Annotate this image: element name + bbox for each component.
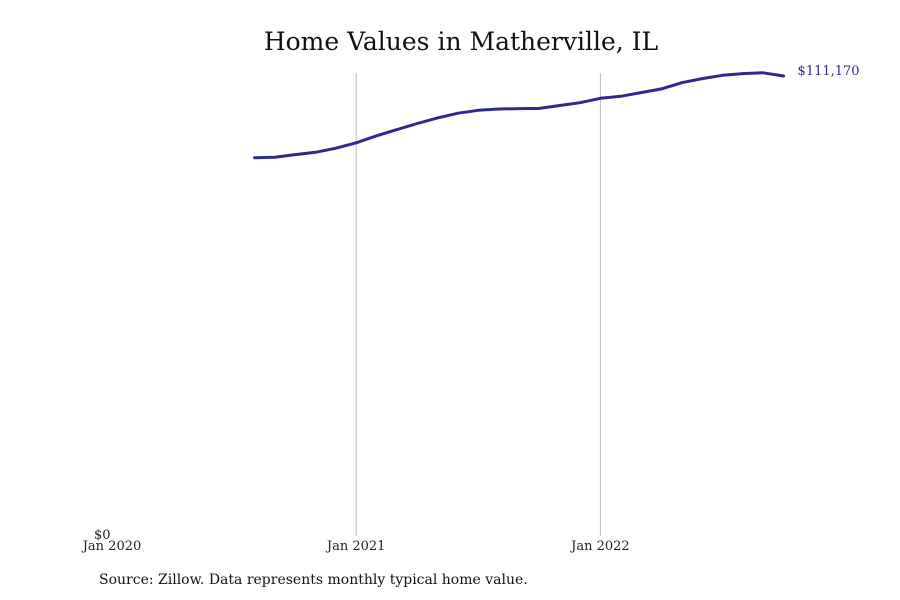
gridlines bbox=[355, 73, 601, 536]
x-tick-label: Jan 2022 bbox=[569, 539, 630, 554]
x-tick-label: Jan 2021 bbox=[325, 539, 386, 554]
end-value-label: $111,170 bbox=[798, 64, 860, 79]
x-tick-label: Jan 2020 bbox=[81, 539, 142, 554]
source-note: Source: Zillow. Data represents monthly … bbox=[99, 572, 528, 588]
chart-title: Home Values in Matherville, IL bbox=[263, 27, 659, 56]
x-axis-ticks: Jan 2020 Jan 2021 Jan 2022 bbox=[81, 539, 630, 554]
y-axis-ticks: $0 bbox=[94, 528, 111, 543]
y-tick-label: $0 bbox=[94, 528, 111, 543]
series-line bbox=[253, 71, 786, 160]
